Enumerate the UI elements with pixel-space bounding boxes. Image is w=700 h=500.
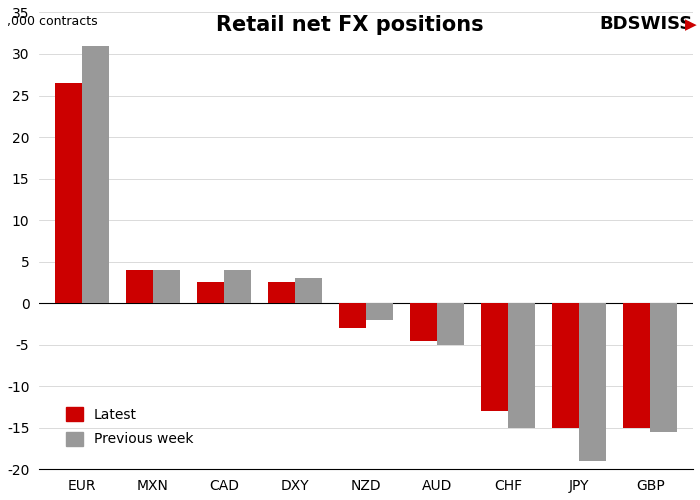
Legend: Latest, Previous week: Latest, Previous week [60, 400, 200, 454]
Bar [197, 282, 224, 303]
Bar [339, 303, 366, 328]
Bar [295, 278, 322, 303]
Bar [55, 83, 82, 303]
Text: Retail net FX positions: Retail net FX positions [216, 15, 484, 35]
Bar [580, 303, 606, 461]
Bar [126, 270, 153, 303]
Bar [508, 303, 536, 428]
Bar [82, 46, 108, 303]
Text: ▶: ▶ [685, 18, 696, 32]
Bar [410, 303, 438, 341]
Bar [224, 270, 251, 303]
Text: ,000 contracts: ,000 contracts [7, 15, 97, 28]
Bar [552, 303, 580, 428]
Bar [438, 303, 464, 344]
Bar [366, 303, 393, 320]
Bar [482, 303, 508, 411]
Bar [268, 282, 295, 303]
Bar [624, 303, 650, 428]
Bar [650, 303, 678, 432]
Text: BDSWISS: BDSWISS [600, 15, 693, 33]
Bar [153, 270, 180, 303]
